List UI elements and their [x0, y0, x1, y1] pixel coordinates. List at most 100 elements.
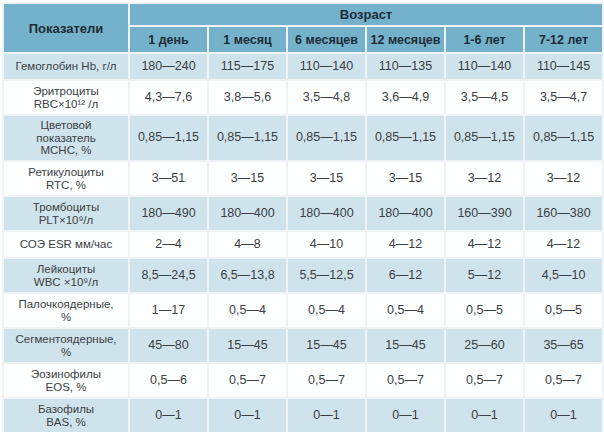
value-cell: 0,85—1,15 [445, 115, 524, 161]
value-cell: 0—1 [366, 398, 445, 432]
value-cell: 0,85—1,15 [129, 115, 208, 161]
value-cell: 3,5—4,5 [445, 80, 524, 115]
row-indicator-label: Базофилы BAS, % [3, 398, 129, 432]
value-cell: 5,5—12,5 [287, 258, 366, 293]
row-indicator-label: Ретикулоциты RTC, % [3, 161, 129, 196]
value-cell: 0,5—7 [366, 363, 445, 398]
value-cell: 0—1 [524, 398, 603, 432]
value-cell: 5—12 [445, 258, 524, 293]
value-cell: 25—60 [445, 328, 524, 363]
table-row: СОЭ ESR мм/час2—44—84—104—124—124—12 [3, 231, 603, 258]
value-cell: 0—1 [445, 398, 524, 432]
value-cell: 3—15 [366, 161, 445, 196]
value-cell: 3,5—4,7 [524, 80, 603, 115]
header-row-group: Показатели Возраст [3, 3, 603, 26]
value-cell: 0,85—1,15 [208, 115, 287, 161]
value-cell: 0,5—4 [366, 293, 445, 328]
row-indicator-label: Тромбоциты PLT×10⁹/л [3, 196, 129, 231]
table-row: Тромбоциты PLT×10⁹/л180—490180—400180—40… [3, 196, 603, 231]
table-row: Ретикулоциты RTC, %3—513—153—153—153—123… [3, 161, 603, 196]
table-row: Гемоглобин Hb, г/л180—240115—175110—1401… [3, 53, 603, 80]
table-row: Базофилы BAS, %0—10—10—10—10—10—1 [3, 398, 603, 432]
value-cell: 180—400 [208, 196, 287, 231]
value-cell: 45—80 [129, 328, 208, 363]
value-cell: 0—1 [129, 398, 208, 432]
value-cell: 15—45 [287, 328, 366, 363]
age-column-header: 1-6 лет [445, 26, 524, 53]
value-cell: 0,5—6 [129, 363, 208, 398]
value-cell: 0,5—5 [524, 293, 603, 328]
value-cell: 0,5—7 [524, 363, 603, 398]
value-cell: 0,5—7 [208, 363, 287, 398]
value-cell: 6,5—13,8 [208, 258, 287, 293]
value-cell: 4—12 [366, 231, 445, 258]
table-row: Эритроциты RBC×10¹² /л4,3—7,63,8—5,63,5—… [3, 80, 603, 115]
table-row: Эозинофилы EOS, %0,5—60,5—70,5—70,5—70,5… [3, 363, 603, 398]
age-column-header: 6 месяцев [287, 26, 366, 53]
value-cell: 0,5—7 [287, 363, 366, 398]
value-cell: 4—12 [524, 231, 603, 258]
value-cell: 160—380 [524, 196, 603, 231]
row-indicator-label: Эозинофилы EOS, % [3, 363, 129, 398]
row-indicator-label: Палочкоядерные, % [3, 293, 129, 328]
value-cell: 3—12 [524, 161, 603, 196]
value-cell: 160—390 [445, 196, 524, 231]
value-cell: 180—490 [129, 196, 208, 231]
value-cell: 4,5—10 [524, 258, 603, 293]
table-row: Палочкоядерные, %1—170,5—40,5—40,5—40,5—… [3, 293, 603, 328]
value-cell: 110—145 [524, 53, 603, 80]
value-cell: 0—1 [287, 398, 366, 432]
value-cell: 3—51 [129, 161, 208, 196]
value-cell: 3,5—4,8 [287, 80, 366, 115]
blood-reference-table: Показатели Возраст 1 день1 месяц6 месяце… [2, 2, 604, 432]
value-cell: 6—12 [366, 258, 445, 293]
value-cell: 4,3—7,6 [129, 80, 208, 115]
value-cell: 0—1 [208, 398, 287, 432]
row-indicator-label: Эритроциты RBC×10¹² /л [3, 80, 129, 115]
value-cell: 3—12 [445, 161, 524, 196]
value-cell: 4—8 [208, 231, 287, 258]
value-cell: 3,6—4,9 [366, 80, 445, 115]
value-cell: 0,5—4 [208, 293, 287, 328]
value-cell: 0,5—4 [287, 293, 366, 328]
age-column-header: 12 месяцев [366, 26, 445, 53]
value-cell: 180—400 [366, 196, 445, 231]
age-column-header: 1 день [129, 26, 208, 53]
row-indicator-label: СОЭ ESR мм/час [3, 231, 129, 258]
table-body: Гемоглобин Hb, г/л180—240115—175110—1401… [3, 53, 603, 432]
value-cell: 0,5—5 [445, 293, 524, 328]
value-cell: 3—15 [287, 161, 366, 196]
table-header: Показатели Возраст 1 день1 месяц6 месяце… [3, 3, 603, 53]
value-cell: 110—140 [287, 53, 366, 80]
table-row: Сегментоядерные, %45—8015—4515—4515—4525… [3, 328, 603, 363]
value-cell: 15—45 [208, 328, 287, 363]
age-group-header: Возраст [129, 3, 603, 26]
age-column-header: 1 месяц [208, 26, 287, 53]
value-cell: 3—15 [208, 161, 287, 196]
value-cell: 4—12 [445, 231, 524, 258]
value-cell: 1—17 [129, 293, 208, 328]
value-cell: 0,85—1,15 [366, 115, 445, 161]
row-indicator-label: Лейкоциты WBC ×10⁹/л [3, 258, 129, 293]
row-indicator-label: Гемоглобин Hb, г/л [3, 53, 129, 80]
row-indicator-label: Цветовой показатель MCHC, % [3, 115, 129, 161]
table-row: Лейкоциты WBC ×10⁹/л8,5—24,56,5—13,85,5—… [3, 258, 603, 293]
value-cell: 115—175 [208, 53, 287, 80]
value-cell: 15—45 [366, 328, 445, 363]
value-cell: 4—10 [287, 231, 366, 258]
value-cell: 180—240 [129, 53, 208, 80]
age-column-header: 7-12 лет [524, 26, 603, 53]
value-cell: 8,5—24,5 [129, 258, 208, 293]
value-cell: 110—140 [445, 53, 524, 80]
value-cell: 0,85—1,15 [524, 115, 603, 161]
row-indicator-label: Сегментоядерные, % [3, 328, 129, 363]
indicators-column-header: Показатели [3, 3, 129, 53]
value-cell: 2—4 [129, 231, 208, 258]
value-cell: 180—400 [287, 196, 366, 231]
table-row: Цветовой показатель MCHC, %0,85—1,150,85… [3, 115, 603, 161]
value-cell: 110—135 [366, 53, 445, 80]
value-cell: 0,85—1,15 [287, 115, 366, 161]
value-cell: 35—65 [524, 328, 603, 363]
value-cell: 3,8—5,6 [208, 80, 287, 115]
value-cell: 0,5—7 [445, 363, 524, 398]
